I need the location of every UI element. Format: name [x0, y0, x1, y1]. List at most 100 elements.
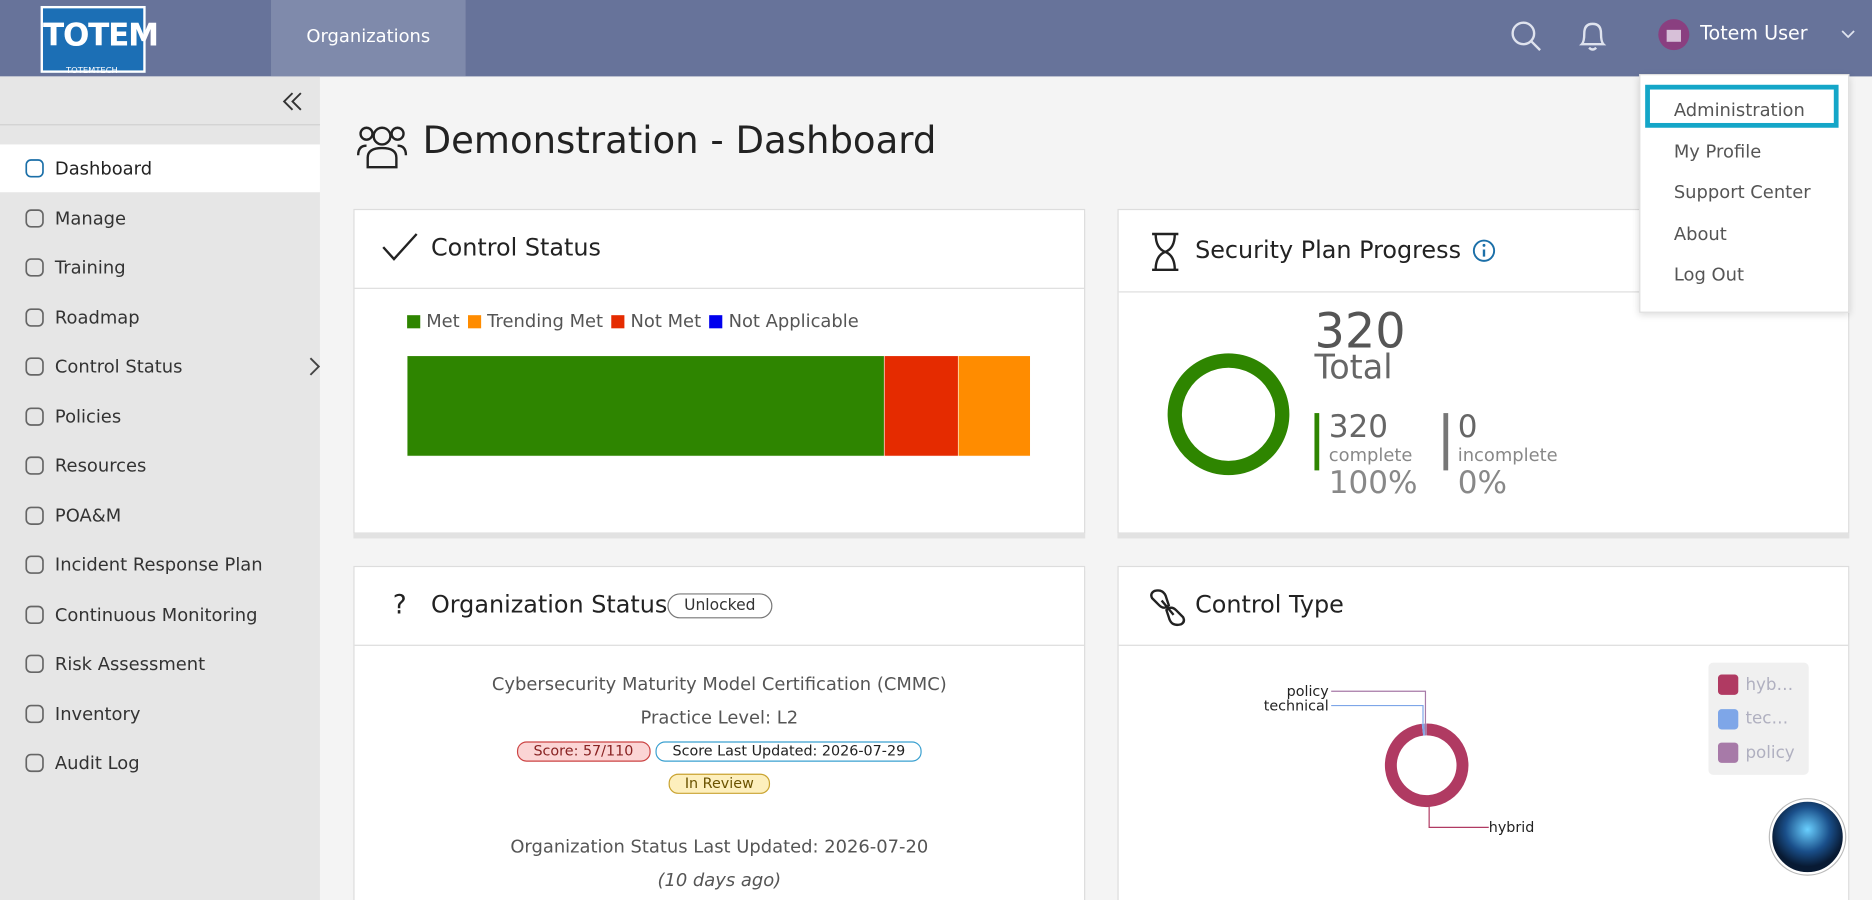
nav-item[interactable]: Audit Log — [0, 739, 320, 787]
legend-label: policy — [1745, 743, 1795, 763]
legend-label: Met — [426, 310, 460, 332]
icon-shape — [25, 307, 44, 327]
legend-item[interactable]: hybrid — [1717, 674, 1798, 695]
nav-icon — [25, 208, 44, 228]
icon-shape — [25, 456, 44, 475]
legend-swatch — [1717, 742, 1739, 763]
info-icon[interactable] — [1472, 239, 1496, 263]
legend-item: Not Met — [611, 310, 701, 332]
icon-shape — [25, 208, 44, 228]
nav-label: POA&M — [54, 504, 122, 526]
nav-item[interactable]: Training — [0, 244, 320, 292]
nav-item[interactable]: Risk Assessment — [0, 640, 320, 688]
logo[interactable]: TOTEM — [40, 5, 159, 73]
question-icon: ? — [392, 590, 407, 621]
legend-label: hybrid — [1745, 675, 1798, 695]
card-title: Control Status — [430, 232, 601, 262]
legend-item: Not Applicable — [709, 310, 859, 332]
incomplete-value: 0 — [1457, 409, 1478, 446]
total-value: 320 — [1314, 304, 1406, 360]
legend-swatch — [1717, 708, 1739, 729]
nav-item[interactable]: POA&M — [0, 491, 320, 539]
logo-sub: TOTEMTECH — [66, 65, 118, 76]
card-title: Organization Status — [430, 589, 668, 619]
total-label: Total — [1314, 347, 1393, 387]
progress-donut — [1167, 353, 1290, 476]
icon-shape — [25, 555, 44, 574]
icon-shape — [25, 258, 44, 277]
nav-icon — [25, 555, 44, 574]
chevron — [309, 357, 321, 376]
legend-item[interactable]: technical — [1717, 708, 1798, 729]
icon-shape — [25, 159, 44, 178]
complete-bar — [1314, 413, 1320, 471]
complete-percent: 100% — [1328, 465, 1418, 502]
nav-label: Manage — [54, 207, 127, 229]
nav-item[interactable]: Incident Response Plan — [0, 541, 320, 589]
pie-slice — [1384, 723, 1469, 808]
icon-shape — [25, 505, 44, 525]
chevron[interactable] — [1841, 29, 1855, 41]
incomplete-label: incomplete — [1457, 444, 1558, 466]
legend: hybrid technical policy — [1708, 662, 1809, 775]
link-icon — [1150, 589, 1186, 627]
nav-icon — [25, 505, 44, 525]
icon-shape — [25, 605, 44, 624]
nav-item[interactable]: Inventory — [0, 689, 320, 737]
status-ago: (10 days ago) — [657, 869, 782, 891]
nav-icon — [25, 406, 44, 426]
nav-label: Dashboard — [54, 157, 153, 180]
leader-line — [1331, 690, 1427, 724]
legend-swatch — [611, 314, 625, 328]
collapse-row — [0, 76, 320, 126]
nav-item[interactable]: Continuous Monitoring — [0, 590, 320, 638]
complete-value: 320 — [1328, 409, 1389, 446]
menu-item[interactable]: About — [1673, 222, 1727, 245]
bar-segment — [957, 355, 1031, 457]
bell-icon[interactable] — [1576, 18, 1609, 54]
nav-item[interactable]: Manage — [0, 194, 320, 242]
user-name[interactable]: Totem User — [1700, 21, 1808, 45]
avatar[interactable] — [1657, 18, 1690, 51]
search-icon[interactable] — [1509, 19, 1542, 52]
menu-item[interactable]: Log Out — [1673, 263, 1744, 286]
menu-item[interactable]: My Profile — [1673, 140, 1762, 162]
nav-icon — [25, 605, 44, 624]
nav-item[interactable]: Control Status — [0, 343, 321, 391]
legend-item[interactable]: policy — [1717, 742, 1795, 763]
nav-tab[interactable]: Organizations — [271, 0, 466, 77]
menu-item[interactable]: Support Center — [1673, 181, 1811, 203]
incomplete-bar — [1443, 413, 1449, 471]
nav-label: Audit Log — [54, 752, 140, 774]
score-badge: Score: 57/110 — [516, 741, 651, 762]
nav-item[interactable]: Resources — [0, 442, 320, 490]
review-badge: In Review — [668, 773, 771, 794]
control-status-card: Control Status Met Trending Met Not Met Not… — [353, 208, 1086, 534]
divider — [1118, 291, 1849, 293]
leader-line — [1428, 806, 1489, 828]
bar-chart — [406, 355, 1031, 457]
slice-label: policy — [1287, 684, 1330, 700]
nav-icon — [25, 753, 44, 773]
legend-swatch — [407, 314, 421, 328]
menu-item[interactable]: Administration — [1673, 99, 1805, 121]
user-menu: Administration My Profile Support Center Ab… — [1639, 74, 1850, 313]
card-title: Security Plan Progress — [1195, 235, 1462, 264]
menu-highlight — [1645, 84, 1839, 128]
assistant-button[interactable] — [1768, 798, 1847, 877]
nav-item[interactable]: Policies — [0, 392, 320, 440]
icon-shape — [25, 357, 44, 376]
collapse-icon[interactable] — [282, 91, 303, 112]
nav-item[interactable]: Roadmap — [0, 293, 320, 341]
framework: Cybersecurity Maturity Model Certificati… — [491, 673, 947, 695]
legend-item: Met — [407, 310, 460, 332]
donut-complete — [1167, 353, 1290, 476]
nav-item[interactable]: Dashboard — [0, 144, 320, 193]
nav-label: Roadmap — [54, 306, 140, 328]
bar-segment — [883, 355, 959, 457]
status-body: Cybersecurity Maturity Model Certificati… — [355, 667, 1084, 896]
icon-shape — [25, 704, 44, 723]
